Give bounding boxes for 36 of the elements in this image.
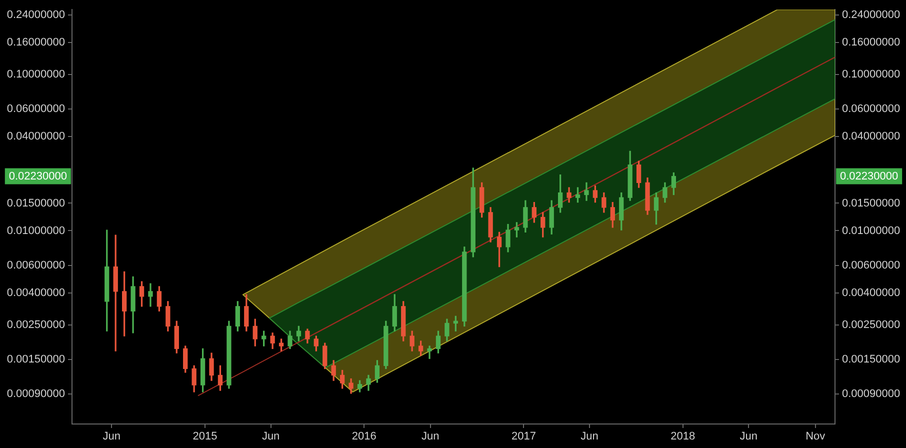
y-tick-label: 0.01000000 — [6, 224, 65, 237]
x-tick-label: Jun — [102, 430, 121, 443]
y-tick-label: 0.00090000 — [6, 388, 65, 400]
y-tick-label: 0.24000000 — [6, 9, 65, 22]
x-tick-label: Jun — [580, 430, 598, 443]
text: 0.00600000 — [842, 259, 900, 272]
x-tick-label: Jun — [262, 430, 280, 443]
y-tick-label: 0.06000000 — [6, 103, 65, 116]
y-tick-label: 0.00600000 — [6, 259, 65, 272]
x-tick-label: Jun — [422, 430, 440, 443]
text: 0.02230000 — [840, 170, 898, 182]
text: 0.06000000 — [842, 103, 900, 116]
text: 0.04000000 — [842, 130, 900, 143]
text: 0.00250000 — [842, 318, 900, 331]
x-tick-label: 2015 — [192, 430, 218, 443]
x-tick-label: Jun — [740, 430, 758, 443]
text: 0.00400000 — [842, 286, 900, 299]
text: 0.02230000 — [8, 170, 68, 182]
y-tick-label: 0.00250000 — [6, 318, 65, 331]
text: 0.00090000 — [842, 388, 900, 400]
y-tick-label: 0.10000000 — [6, 68, 65, 80]
y-tick-label: 0.01500000 — [6, 197, 65, 210]
y-tick-label: 0.16000000 — [6, 36, 65, 49]
x-tick-label: 2017 — [511, 430, 536, 443]
y-tick-label: 0.00400000 — [6, 286, 65, 299]
text: 0.01000000 — [842, 224, 900, 237]
x-tick-label: 2018 — [670, 430, 696, 443]
text: 0.10000000 — [842, 68, 900, 80]
x-tick-label: Nov — [806, 430, 826, 443]
text: 0.24000000 — [842, 9, 900, 22]
y-tick-label: 0.00150000 — [6, 354, 65, 366]
text: 0.16000000 — [842, 36, 900, 49]
text: 0.00150000 — [842, 354, 900, 366]
y-tick-label: 0.04000000 — [6, 130, 65, 143]
text: 0.01500000 — [842, 197, 900, 210]
x-tick-label: 2016 — [352, 430, 376, 443]
